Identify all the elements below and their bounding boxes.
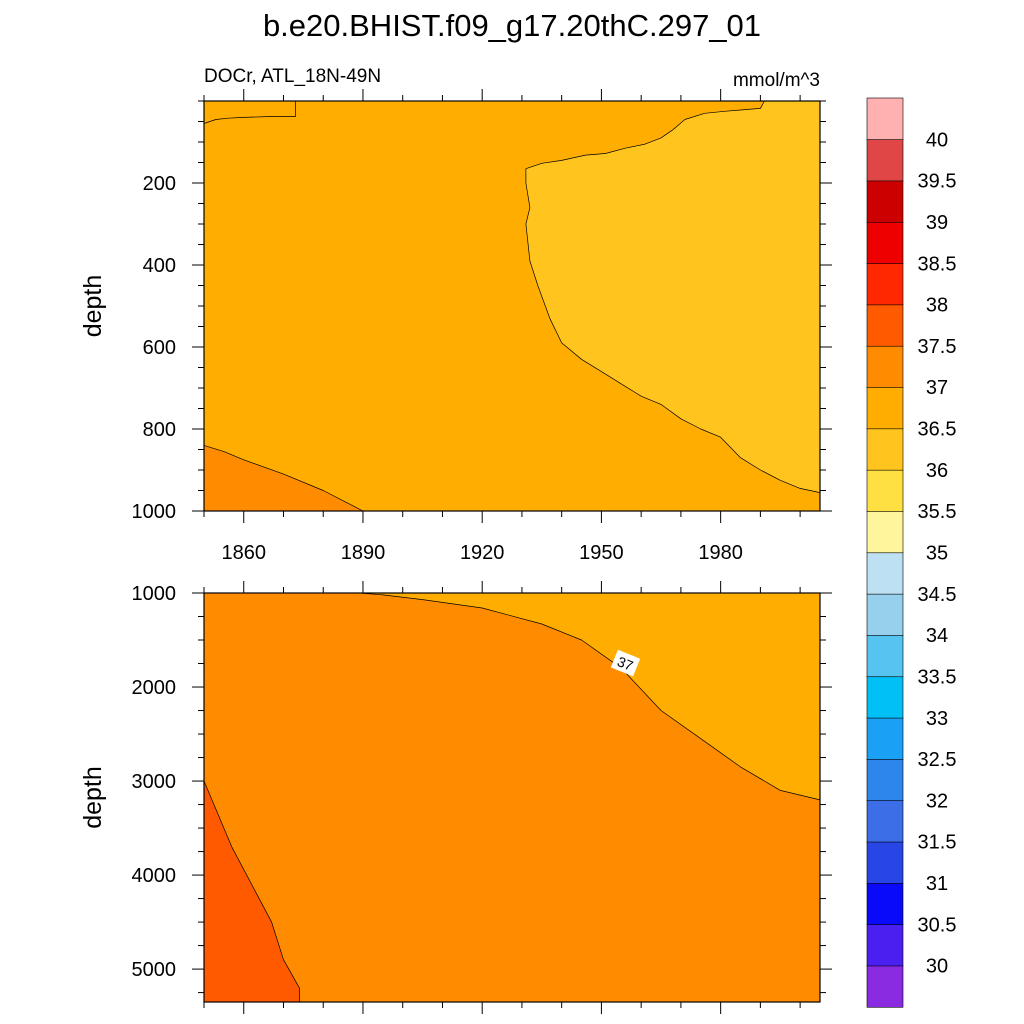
chart-title: b.e20.BHIST.f09_g17.20thC.297_01 [263,8,761,43]
colorbar-label: 30.5 [918,914,957,936]
panel-upper: 200 400 600 800 1000 1860 1890 1920 1950 1980 dept… [79,89,832,564]
x-tick-label: 1890 [341,542,386,564]
panel-lower: 1000 2000 3000 4000 5000 37 depth [79,581,832,1014]
colorbar-swatch [866,386,904,430]
colorbar-label: 36.5 [918,419,957,441]
colorbar-label: 31 [926,873,948,895]
colorbar-swatch [866,552,904,595]
colorbar-label: 30 [926,956,948,978]
y-tick-label: 600 [143,337,176,359]
x-tick-label: 1950 [579,542,624,564]
y-tick-label: 2000 [132,677,177,699]
colorbar-swatch [866,758,904,802]
x-tick-label: 1860 [221,542,266,564]
y-tick-label: 400 [143,255,176,277]
colorbar-label: 37 [926,377,948,399]
colorbar-label: 40 [926,129,948,151]
colorbar-label: 32.5 [918,749,957,771]
contour-label-box [610,649,641,677]
y-tick-label: 200 [143,173,176,195]
colorbar-swatch [866,428,904,471]
colorbar-label: 35 [926,543,948,565]
colorbar-swatch [866,593,904,636]
colorbar-swatch [866,717,904,760]
y-axis-title: depth [79,275,107,338]
colorbar-swatch [866,965,904,1008]
y-tick-label: 5000 [132,959,177,981]
y-tick-label: 1000 [132,501,177,523]
colorbar-swatch [866,97,904,140]
colorbar-swatch [866,510,904,554]
contour-region-35.5-36-1 [525,100,821,493]
colorbar-swatch [866,469,904,512]
y-tick-label: 1000 [132,583,177,605]
colorbar-swatch [866,676,904,719]
units-label: mmol/m^3 [733,70,820,91]
colorbar-label: 33.5 [918,667,957,689]
colorbar-label: 38 [926,295,948,317]
x-tick-label: 1920 [460,542,505,564]
colorbar-label: 31.5 [918,832,957,854]
x-tick-label: 1980 [698,542,743,564]
colorbar-label: 34.5 [918,584,957,606]
panel-frame [203,592,821,1003]
colorbar: 30 30.5 31 31.5 32 32.5 33 33.5 34 34.5 35 35.5 36 36… [866,97,957,1008]
colorbar-swatch [866,262,904,306]
colorbar-label: 32 [926,790,948,812]
colorbar-label: 37.5 [918,336,957,358]
colorbar-label: 33 [926,708,948,730]
y-tick-label: 800 [143,419,176,441]
colorbar-label: 39.5 [918,171,957,193]
colorbar-swatch [866,304,904,347]
colorbar-label: 39 [926,212,948,234]
colorbar-label: 38.5 [918,253,957,275]
colorbar-swatch [866,180,904,223]
colorbar-swatch [866,924,904,967]
y-axis-title: depth [79,766,107,829]
variable-label: DOCr, ATL_18N-49N [204,66,381,87]
y-tick-label: 4000 [132,865,177,887]
colorbar-swatch [866,221,904,264]
colorbar-label: 34 [926,625,948,647]
y-tick-label: 3000 [132,771,177,793]
colorbar-label: 35.5 [918,501,957,523]
colorbar-swatch [866,800,904,843]
contour-panels: 200 400 600 800 1000 1860 1890 1920 1950 1980 dept… [79,89,832,1014]
colorbar-swatch [866,634,904,678]
colorbar-swatch [866,139,904,182]
colorbar-swatch [866,345,904,388]
colorbar-label: 36 [926,460,948,482]
contour-region-36.5-37-0 [203,100,296,124]
contour-region-36.5-37-0 [358,592,821,801]
contour-label: 37 [610,649,641,677]
colorbar-swatch [866,882,904,925]
contour-label-text: 37 [615,653,636,674]
colorbar-swatch [866,841,904,884]
